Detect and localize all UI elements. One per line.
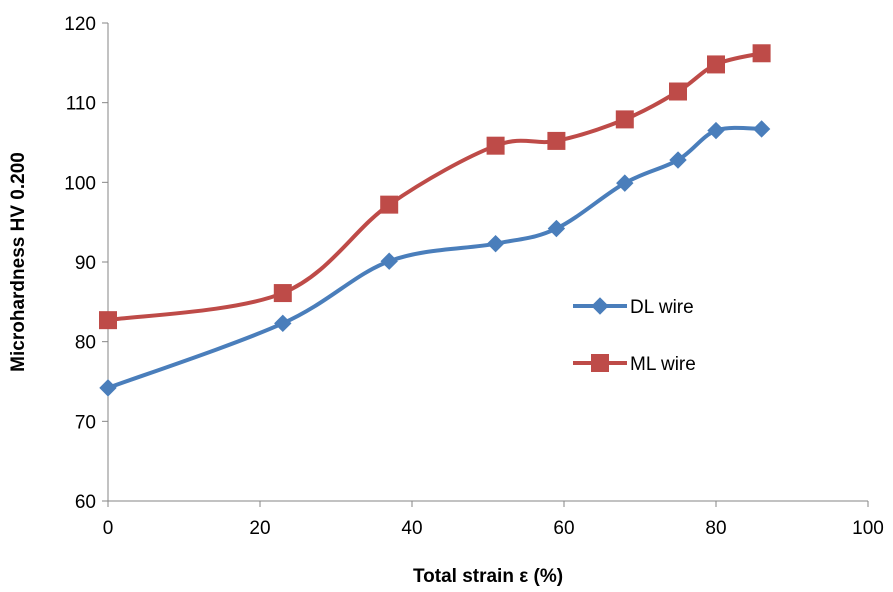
series-layer xyxy=(99,44,771,397)
x-tick-label: 100 xyxy=(852,518,884,539)
data-point-dl-wire xyxy=(486,234,505,253)
series-line-dl-wire xyxy=(106,125,764,390)
data-point-ml-wire xyxy=(547,131,566,150)
data-point-dl-wire xyxy=(752,120,771,138)
data-point-dl-wire xyxy=(274,314,292,333)
x-axis-title: Total strain ε (%) xyxy=(413,566,563,587)
x-tick-label: 80 xyxy=(705,518,726,539)
x-tick-label: 0 xyxy=(103,518,114,539)
y-tick-label: 100 xyxy=(64,173,96,194)
y-tick-label: 60 xyxy=(75,492,96,513)
x-tick-label: 60 xyxy=(553,518,574,539)
data-point-ml-wire xyxy=(752,44,771,63)
legend: DL wire ML wire xyxy=(573,297,696,375)
data-point-ml-wire xyxy=(99,311,117,330)
y-axis-title: Microhardness HV 0.200 xyxy=(8,152,29,372)
y-tick-label: 90 xyxy=(75,253,96,274)
data-point-ml-wire xyxy=(486,136,505,155)
data-point-dl-wire xyxy=(669,151,687,169)
y-tick-label: 120 xyxy=(64,14,96,35)
data-point-ml-wire xyxy=(380,195,399,214)
y-tick-label: 80 xyxy=(75,333,96,354)
legend-item-dl-wire: DL wire xyxy=(573,297,694,318)
data-point-ml-wire xyxy=(669,82,687,101)
data-point-dl-wire xyxy=(99,379,117,397)
legend-label-dl-wire: DL wire xyxy=(630,297,694,318)
data-point-dl-wire xyxy=(547,219,566,238)
data-point-dl-wire xyxy=(616,174,634,192)
axes: 60 70 80 90 100 110 120 0 20 40 60 80 100 xyxy=(64,14,884,539)
y-tick-label: 110 xyxy=(66,94,96,115)
data-point-ml-wire xyxy=(615,110,634,129)
data-point-dl-wire xyxy=(380,252,398,270)
data-point-ml-wire xyxy=(707,55,725,74)
series-dl-wire xyxy=(99,120,771,397)
data-point-ml-wire xyxy=(273,284,292,303)
legend-item-ml-wire: ML wire xyxy=(573,354,696,375)
y-tick-label: 70 xyxy=(75,412,96,433)
series-ml-wire xyxy=(99,44,771,330)
legend-marker-ml-wire xyxy=(591,354,609,372)
legend-label-ml-wire: ML wire xyxy=(630,354,696,375)
legend-marker-dl-wire xyxy=(591,297,609,315)
x-tick-label: 40 xyxy=(401,518,422,539)
series-line-ml-wire xyxy=(106,51,764,323)
x-tick-label: 20 xyxy=(249,518,270,539)
data-point-dl-wire xyxy=(707,121,725,140)
